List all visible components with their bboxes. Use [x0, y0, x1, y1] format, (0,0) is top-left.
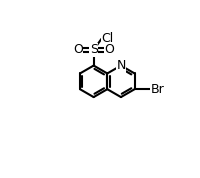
Text: O: O	[104, 43, 114, 56]
Text: S: S	[90, 43, 98, 56]
Text: Br: Br	[150, 83, 164, 96]
Text: Cl: Cl	[102, 32, 114, 45]
Text: O: O	[73, 43, 83, 56]
Text: N: N	[116, 59, 126, 72]
